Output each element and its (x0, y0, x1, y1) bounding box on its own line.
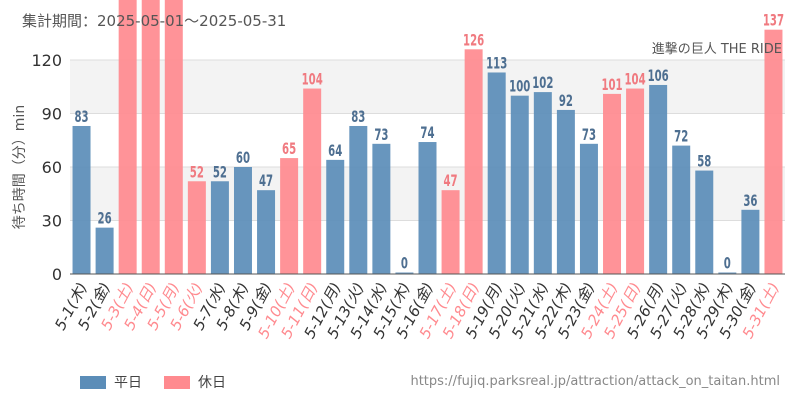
y-axis-title: 待ち時間（分）min (12, 105, 28, 229)
bar-value-label: 0 (724, 254, 731, 273)
legend-item-holiday[interactable]: 休日 (164, 372, 226, 392)
bar (464, 49, 483, 274)
bar (280, 158, 299, 274)
bar (233, 167, 252, 274)
bar-value-label: 126 (463, 31, 484, 50)
bar (257, 190, 276, 274)
legend-label-holiday: 休日 (198, 375, 226, 391)
bar (695, 170, 714, 274)
y-tick-label: 60 (42, 158, 62, 177)
bar-value-label: 52 (190, 163, 204, 182)
bar-value-label: 104 (625, 70, 646, 89)
bar (603, 93, 622, 274)
bar-value-label: 73 (582, 125, 596, 144)
bar (187, 181, 206, 274)
bar-value-label: 102 (532, 74, 553, 93)
bar (95, 227, 114, 274)
bar-value-label: 26 (98, 209, 112, 228)
bar-value-label: 83 (351, 108, 365, 127)
bar (441, 190, 460, 274)
bar-value-label: 100 (509, 77, 530, 96)
attraction-name: 進撃の巨人 THE RIDE (651, 42, 782, 57)
bar-value-label: 47 (444, 172, 458, 191)
bar-value-label: 92 (559, 92, 573, 111)
bar-value-label: 74 (420, 124, 434, 143)
bar (118, 0, 137, 274)
bar (487, 72, 506, 274)
legend-swatch-weekday (80, 375, 106, 389)
bar-value-label: 72 (674, 127, 688, 146)
legend: 平日 休日 (80, 372, 248, 392)
bar-value-label: 58 (697, 152, 711, 171)
bar-value-label: 65 (282, 140, 296, 159)
legend-label-weekday: 平日 (114, 375, 142, 391)
bar (579, 143, 598, 274)
bar-value-label: 0 (401, 254, 408, 273)
legend-item-weekday[interactable]: 平日 (80, 372, 142, 392)
bar-value-label: 64 (328, 141, 342, 160)
bar (510, 95, 529, 275)
y-tick-label: 0 (52, 265, 62, 284)
source-url[interactable]: https://fujiq.parksreal.jp/attraction/at… (410, 374, 780, 389)
bar-value-label: 104 (302, 70, 323, 89)
bar-value-label: 113 (486, 54, 507, 73)
bar-value-label: 137 (763, 11, 784, 30)
bar (72, 125, 91, 274)
bar (164, 0, 183, 274)
bar-value-label: 36 (743, 191, 757, 210)
bar (303, 88, 322, 275)
bar (418, 142, 437, 274)
bar-value-label: 52 (213, 163, 227, 182)
bar (395, 272, 414, 274)
bar (533, 92, 552, 274)
bar (626, 88, 645, 275)
bar-value-label: 47 (259, 172, 273, 191)
bar (372, 143, 391, 274)
y-tick-label: 120 (31, 51, 62, 70)
legend-swatch-holiday (164, 375, 190, 389)
y-tick-label: 30 (42, 212, 62, 231)
bar (210, 181, 229, 274)
bar-value-label: 73 (374, 125, 388, 144)
bar (672, 145, 691, 274)
bar (741, 209, 760, 274)
bar (141, 0, 160, 274)
bar (349, 125, 368, 274)
bar (556, 109, 575, 274)
bar (718, 272, 737, 274)
bar (326, 159, 345, 274)
y-tick-label: 90 (42, 105, 62, 124)
bar-value-label: 106 (648, 67, 669, 86)
bar (649, 84, 668, 274)
bar-value-label: 83 (74, 108, 88, 127)
period-label: 集計期間：2025-05-01～2025-05-31 (22, 12, 287, 30)
bar-value-label: 60 (236, 149, 250, 168)
bar (764, 29, 783, 274)
bar-value-label: 101 (601, 75, 622, 94)
